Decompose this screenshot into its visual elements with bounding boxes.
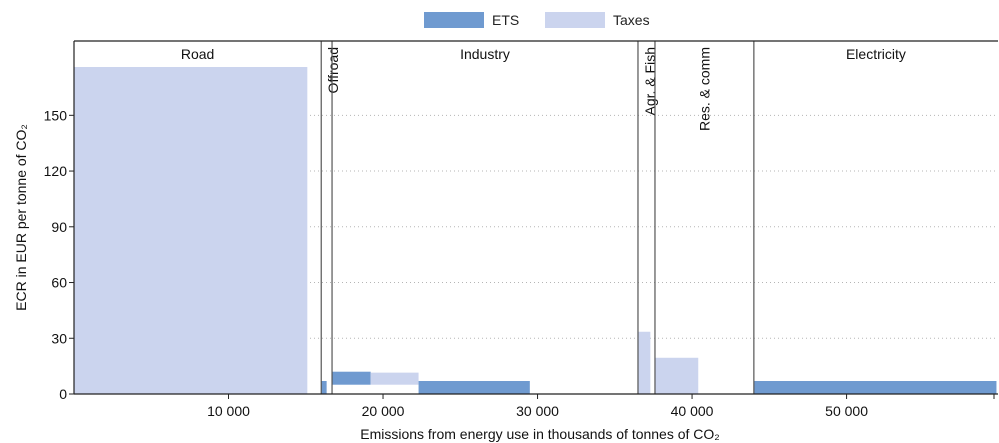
sector-label-agr-fish: Agr. & Fish	[642, 47, 658, 115]
x-axis-title: Emissions from energy use in thousands o…	[360, 426, 720, 442]
y-tick-label-4: 120	[44, 163, 68, 179]
bar-taxes-3	[370, 372, 419, 385]
x-tick-label-1: 20 000	[362, 403, 405, 419]
legend-swatch-ets	[424, 12, 484, 28]
sector-label-offroad: Offroad	[325, 47, 341, 93]
legend-swatch-taxes	[545, 12, 605, 28]
x-tick-label-3: 40 000	[671, 403, 714, 419]
legend: ETS Taxes	[0, 10, 999, 30]
bar-ets-7	[753, 380, 997, 394]
legend-item-taxes: Taxes	[545, 10, 650, 30]
legend-label-ets: ETS	[492, 12, 520, 28]
y-tick-label-5: 150	[44, 107, 68, 123]
bar-taxes-0	[74, 67, 308, 394]
y-tick-label-1: 30	[51, 330, 67, 346]
bar-ets-1	[321, 380, 327, 394]
bar-taxes-5	[637, 331, 651, 394]
x-tick-label-4: 50 000	[825, 403, 868, 419]
y-tick-label-2: 60	[51, 275, 67, 291]
legend-item-ets: ETS	[424, 10, 519, 30]
bar-taxes-6	[654, 357, 699, 394]
x-tick-label-0: 10 000	[207, 403, 250, 419]
legend-label-taxes: Taxes	[613, 12, 650, 28]
bar-ets-4	[418, 380, 530, 394]
sector-label-res-comm: Res. & comm	[696, 47, 712, 131]
y-tick-label-0: 0	[59, 386, 67, 402]
x-tick-label-2: 30 000	[516, 403, 559, 419]
sector-label-industry: Industry	[460, 46, 510, 62]
sector-label-electricity: Electricity	[846, 46, 906, 62]
bar-ets-2	[332, 371, 371, 385]
sector-label-road: Road	[181, 46, 214, 62]
y-axis-title: ECR in EUR per tonne of CO₂	[13, 124, 29, 311]
y-tick-label-3: 90	[51, 219, 67, 235]
